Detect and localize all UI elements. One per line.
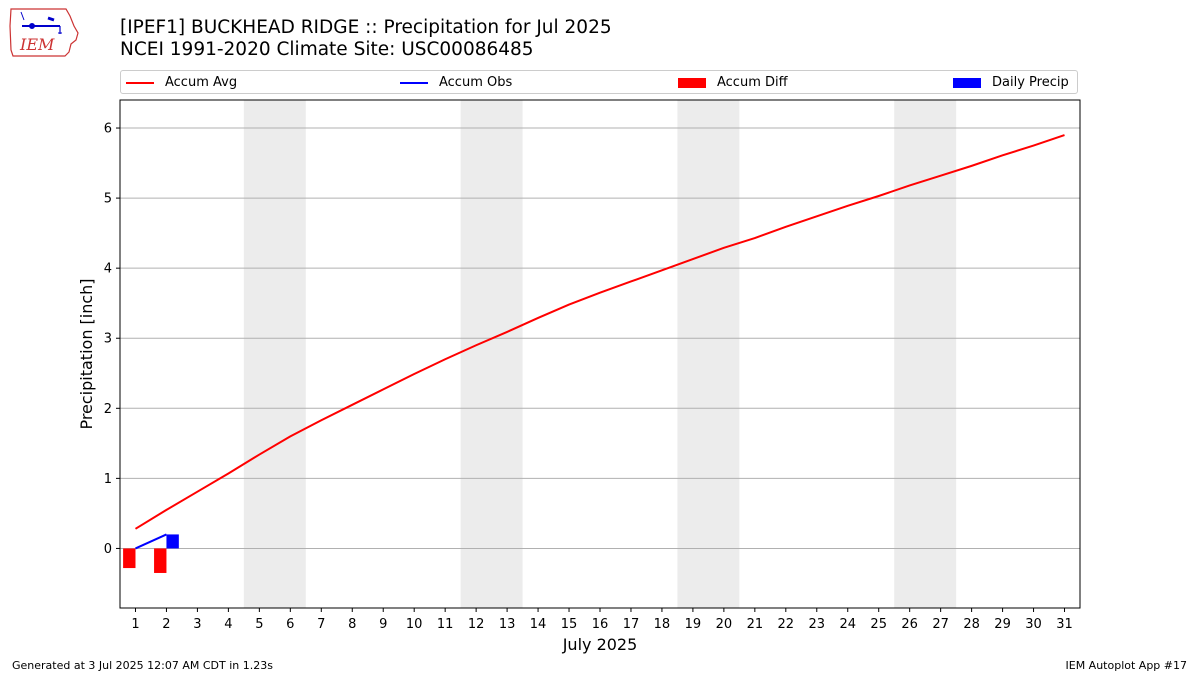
x-tick-label: 25 xyxy=(870,617,887,632)
x-tick-label: 23 xyxy=(809,617,826,632)
plot-frame xyxy=(119,99,1081,609)
x-tick-label: 3 xyxy=(193,617,201,632)
x-tick-label: 28 xyxy=(963,617,980,632)
iowa-state-outline xyxy=(9,8,79,57)
x-tick-label: 13 xyxy=(499,617,516,632)
accum-diff-bar xyxy=(154,548,167,573)
weather-station-icon xyxy=(20,11,62,34)
weekend-band xyxy=(243,100,306,608)
x-tick-label: 20 xyxy=(716,617,733,632)
x-tick-label: 6 xyxy=(286,617,294,632)
legend: Accum Avg Accum Obs Accum Diff Daily Pre… xyxy=(120,70,1078,94)
legend-swatch-daily-precip xyxy=(953,78,981,88)
x-tick-label: 19 xyxy=(685,617,702,632)
y-tick-label: 4 xyxy=(104,262,112,277)
generated-note: Generated at 3 Jul 2025 12:07 AM CDT in … xyxy=(12,659,273,672)
y-tick-label: 6 xyxy=(104,122,112,137)
logo-text: IEM xyxy=(19,35,55,54)
x-tick-label: 14 xyxy=(530,617,547,632)
x-tick-label: 10 xyxy=(406,617,423,632)
x-tick-label: 24 xyxy=(839,617,856,632)
legend-label: Daily Precip xyxy=(992,75,1069,90)
x-axis-label: July 2025 xyxy=(562,635,638,654)
legend-label: Accum Obs xyxy=(439,75,513,90)
iem-logo: IEM xyxy=(9,8,79,57)
weekend-band xyxy=(894,100,957,608)
legend-swatch-accum-diff xyxy=(678,78,706,88)
weekend-band xyxy=(677,100,740,608)
accum-avg-line xyxy=(134,134,1065,530)
y-tick-label: 5 xyxy=(104,192,112,207)
legend-label: Accum Diff xyxy=(717,75,788,90)
x-tick-label: 7 xyxy=(317,617,325,632)
legend-label: Accum Avg xyxy=(165,75,238,90)
x-tick-label: 30 xyxy=(1025,617,1042,632)
daily-precip-bar xyxy=(166,534,179,549)
y-tick-label: 3 xyxy=(104,332,112,347)
accum-obs-line xyxy=(135,533,167,550)
x-tick-label: 27 xyxy=(932,617,949,632)
x-tick-label: 8 xyxy=(348,617,356,632)
x-tick-label: 2 xyxy=(162,617,170,632)
x-tick-label: 1 xyxy=(131,617,139,632)
x-tick-label: 16 xyxy=(592,617,609,632)
chart-subtitle: NCEI 1991-2020 Climate Site: USC00086485 xyxy=(120,39,534,60)
x-tick-label: 4 xyxy=(224,617,232,632)
y-tick-label: 1 xyxy=(104,472,112,487)
x-tick-label: 26 xyxy=(901,617,918,632)
accum-diff-bar xyxy=(123,548,136,569)
x-tick-label: 11 xyxy=(437,617,454,632)
x-tick-label: 9 xyxy=(379,617,387,632)
legend-swatch-accum-obs xyxy=(400,82,428,84)
x-tick-label: 12 xyxy=(468,617,485,632)
x-tick-label: 22 xyxy=(778,617,795,632)
x-tick-label: 18 xyxy=(654,617,671,632)
y-tick-label: 2 xyxy=(104,402,112,417)
x-tick-label: 29 xyxy=(994,617,1011,632)
weekend-band xyxy=(460,100,523,608)
x-tick-label: 31 xyxy=(1056,617,1073,632)
legend-swatch-accum-avg xyxy=(126,82,154,84)
chart-title: [IPEF1] BUCKHEAD RIDGE :: Precipitation … xyxy=(120,17,612,38)
x-tick-label: 21 xyxy=(747,617,764,632)
app-credit: IEM Autoplot App #17 xyxy=(1065,659,1188,672)
x-tick-label: 5 xyxy=(255,617,263,632)
x-tick-label: 15 xyxy=(561,617,578,632)
y-tick-label: 0 xyxy=(104,542,112,557)
y-axis-label: Precipitation [inch] xyxy=(77,278,96,429)
x-tick-label: 17 xyxy=(623,617,640,632)
